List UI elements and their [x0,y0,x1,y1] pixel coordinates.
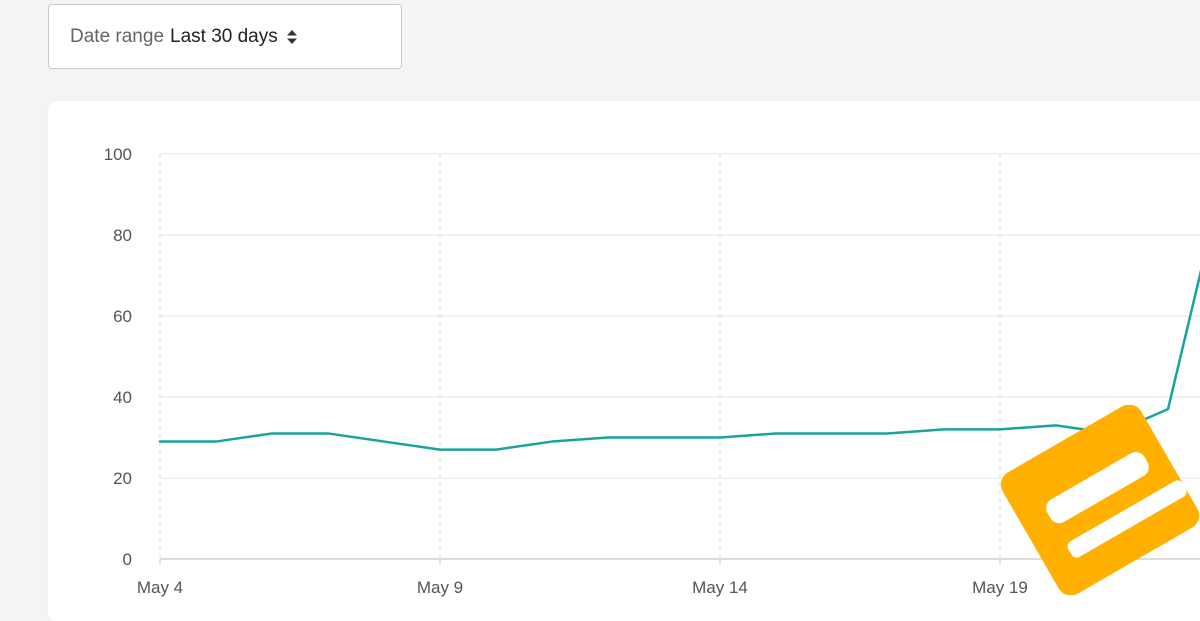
y-tick-label: 80 [113,226,132,245]
x-tick-label: May 14 [692,578,748,597]
x-tick-label: May 9 [417,578,463,597]
chart-card: 0 20 40 60 80 100 May 4 May 9 May 14 May 19 [48,101,1200,621]
date-range-select[interactable]: Date range Last 30 days [48,4,402,69]
sort-updown-icon [286,29,298,45]
y-tick-label: 0 [123,550,132,569]
x-tick-label: May 4 [137,578,183,597]
y-tick-label: 40 [113,388,132,407]
y-tick-label: 60 [113,307,132,326]
date-range-label: Date range [70,25,165,47]
y-tick-label: 20 [113,469,132,488]
x-tick-label: May 19 [972,578,1028,597]
logo-e-icon [1000,405,1200,595]
date-range-value: Last 30 days [170,25,278,47]
y-tick-label: 100 [104,145,132,164]
